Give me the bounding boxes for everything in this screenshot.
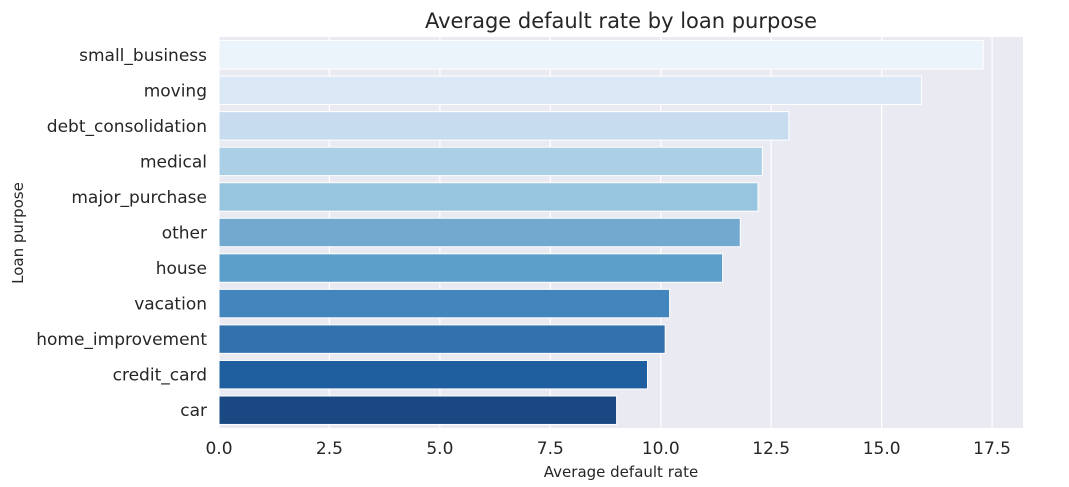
bar-car: [218, 395, 618, 425]
y-tick-label: other: [162, 224, 207, 244]
bar-debt-consolidation: [218, 111, 790, 141]
y-tick-label: house: [156, 259, 207, 279]
bar-house: [218, 253, 724, 283]
bar-other: [218, 217, 741, 248]
chart-title: Average default rate by loan purpose: [425, 9, 817, 33]
bar-credit-card: [218, 359, 649, 390]
x-tick-label: 0.0: [205, 439, 232, 459]
y-tick-label: medical: [140, 152, 207, 172]
x-axis-label: Average default rate: [544, 463, 698, 481]
y-tick-label: vacation: [134, 295, 207, 315]
bar-major-purchase: [218, 182, 759, 212]
y-tick-label: major_purchase: [71, 188, 207, 208]
bar-small-business: [218, 40, 984, 70]
x-tick-label: 5.0: [426, 439, 453, 459]
y-tick-label: credit_card: [113, 366, 207, 386]
x-tick-label: 2.5: [316, 439, 343, 459]
x-tick-label: 12.5: [752, 439, 790, 459]
y-tick-label: moving: [144, 81, 207, 101]
y-axis-label: Loan purpose: [9, 182, 27, 284]
x-tick-label: 7.5: [537, 439, 564, 459]
bar-moving: [218, 75, 922, 106]
y-tick-label: car: [180, 401, 207, 421]
x-tick-labels: 0.0 2.5 5.0 7.5 10.0 12.5 15.0 17.5: [205, 439, 1011, 459]
y-tick-label: debt_consolidation: [47, 117, 207, 137]
bar-home-improvement: [218, 324, 666, 354]
bars: [218, 40, 984, 425]
x-tick-label: 10.0: [642, 439, 680, 459]
x-tick-label: 15.0: [863, 439, 901, 459]
y-tick-label: small_business: [79, 46, 207, 66]
bar-medical: [218, 146, 763, 177]
y-tick-label: home_improvement: [36, 330, 207, 350]
bar-vacation: [218, 288, 671, 319]
x-tick-label: 17.5: [973, 439, 1011, 459]
